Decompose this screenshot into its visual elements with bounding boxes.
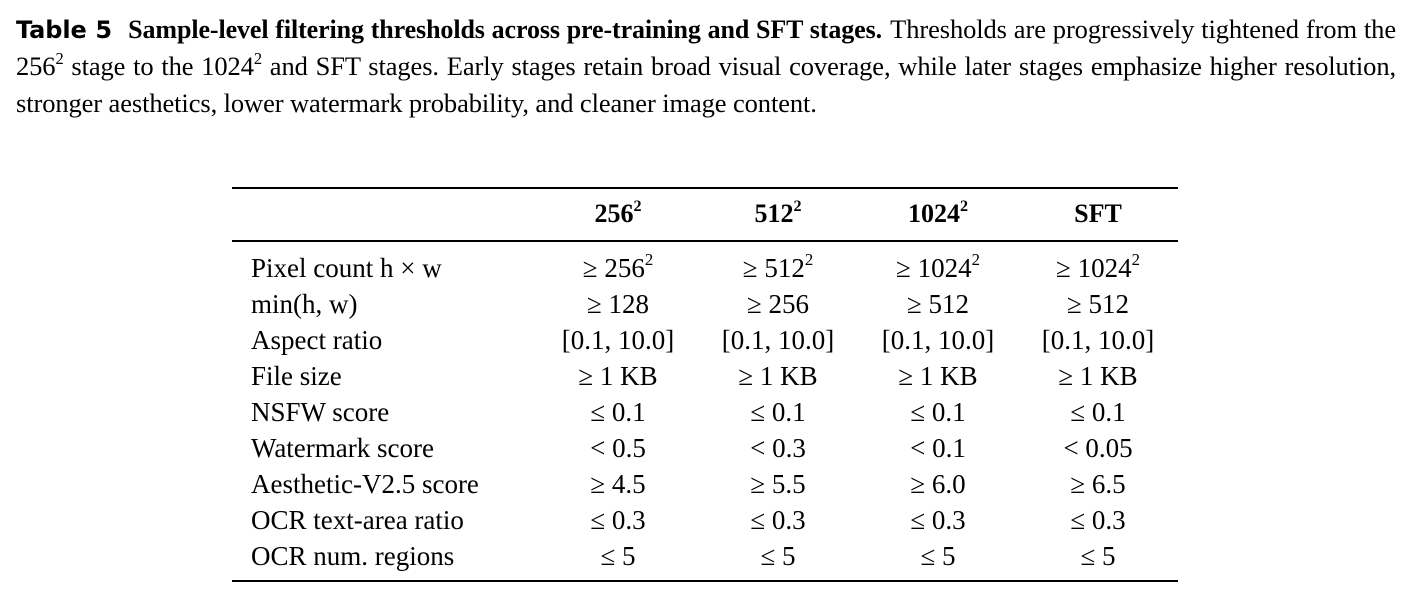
- table-cell: ≥ 6.0: [910, 469, 966, 499]
- column-header-512: 5122: [754, 197, 802, 228]
- table-cell: [0.1, 10.0]: [721, 325, 835, 355]
- table-cell: ≤ 0.3: [590, 505, 646, 535]
- table-cell: ≥ 1 KB: [1058, 361, 1138, 391]
- table-top-rule: [232, 187, 1178, 189]
- row-label: OCR text-area ratio: [251, 505, 464, 535]
- row-label: Aesthetic-V2.5 score: [251, 469, 479, 499]
- table-cell: ≥ 1 KB: [738, 361, 818, 391]
- table-cell: ≥ 512: [1066, 289, 1130, 319]
- table-row: File size ≥ 1 KB ≥ 1 KB ≥ 1 KB ≥ 1 KB: [0, 358, 1414, 394]
- table-cell: ≤ 0.3: [750, 505, 806, 535]
- table-row: Aspect ratio [0.1, 10.0] [0.1, 10.0] [0.1, …: [0, 322, 1414, 358]
- table-cell: ≥ 1 KB: [898, 361, 978, 391]
- row-label: Watermark score: [251, 433, 434, 463]
- table-title: Sample-level filtering thresholds across…: [128, 15, 882, 44]
- table-header-rule: [232, 240, 1178, 242]
- table-bottom-rule: [232, 580, 1178, 582]
- table-cell: ≥ 4.5: [590, 469, 646, 499]
- table-cell: ≥ 5.5: [750, 469, 806, 499]
- table-row: OCR text-area ratio ≤ 0.3 ≤ 0.3 ≤ 0.3 ≤ 0.3: [0, 502, 1414, 538]
- table-caption: Table 5 Sample-level filtering threshold…: [16, 11, 1396, 122]
- column-header-sft: SFT: [1074, 199, 1122, 228]
- row-label: min(h, w): [251, 289, 358, 319]
- table-cell: ≥ 6.5: [1070, 469, 1126, 499]
- row-label: File size: [251, 361, 342, 391]
- table-cell: < 0.05: [1063, 433, 1133, 463]
- table-cell: ≤ 0.1: [590, 397, 646, 427]
- table-cell: [0.1, 10.0]: [1041, 325, 1155, 355]
- row-label: NSFW score: [251, 397, 390, 427]
- table-cell: ≤ 5: [600, 541, 636, 571]
- table-cell: ≤ 0.3: [910, 505, 966, 535]
- caption-description: Thresholds are progressively tightened f…: [16, 14, 1396, 118]
- table-cell: [0.1, 10.0]: [561, 325, 675, 355]
- table-cell: < 0.1: [910, 433, 966, 463]
- row-label: Pixel count h × w: [251, 253, 442, 283]
- table-cell: ≥ 512: [906, 289, 970, 319]
- row-label: Aspect ratio: [251, 325, 383, 355]
- table-label: Table 5: [16, 16, 112, 44]
- table-cell: ≥ 5122: [742, 250, 814, 283]
- table-cell: ≤ 5: [1080, 541, 1116, 571]
- column-header-1024: 10242: [907, 197, 969, 228]
- table-cell: ≤ 0.1: [750, 397, 806, 427]
- table-row: min(h, w) ≥ 128 ≥ 256 ≥ 512 ≥ 512: [0, 286, 1414, 322]
- table-cell: ≥ 2562: [582, 250, 654, 283]
- table-cell: ≥ 256: [746, 289, 810, 319]
- table-cell: ≤ 5: [920, 541, 956, 571]
- table-cell: ≤ 0.1: [1070, 397, 1126, 427]
- table-cell: ≥ 10242: [1056, 250, 1140, 283]
- table-row: OCR num. regions ≤ 5 ≤ 5 ≤ 5 ≤ 5: [0, 538, 1414, 574]
- table-row: Pixel count h × w ≥ 2562 ≥ 5122 ≥ 10242 ≥ 10…: [0, 250, 1414, 286]
- table-cell: < 0.5: [590, 433, 646, 463]
- table-cell: ≥ 10242: [896, 250, 980, 283]
- table-row: NSFW score ≤ 0.1 ≤ 0.1 ≤ 0.1 ≤ 0.1: [0, 394, 1414, 430]
- table-cell: ≤ 0.3: [1070, 505, 1126, 535]
- table-cell: ≥ 1 KB: [578, 361, 658, 391]
- table-row: Aesthetic-V2.5 score ≥ 4.5 ≥ 5.5 ≥ 6.0 ≥ 6.5: [0, 466, 1414, 502]
- table-cell: [0.1, 10.0]: [881, 325, 995, 355]
- row-label: OCR num. regions: [251, 541, 455, 571]
- table-row: Watermark score < 0.5 < 0.3 < 0.1 < 0.05: [0, 430, 1414, 466]
- table-cell: ≥ 128: [586, 289, 650, 319]
- column-header-256: 2562: [594, 197, 642, 228]
- table-cell: ≤ 0.1: [910, 397, 966, 427]
- table-cell: ≤ 5: [760, 541, 796, 571]
- table-cell: < 0.3: [750, 433, 806, 463]
